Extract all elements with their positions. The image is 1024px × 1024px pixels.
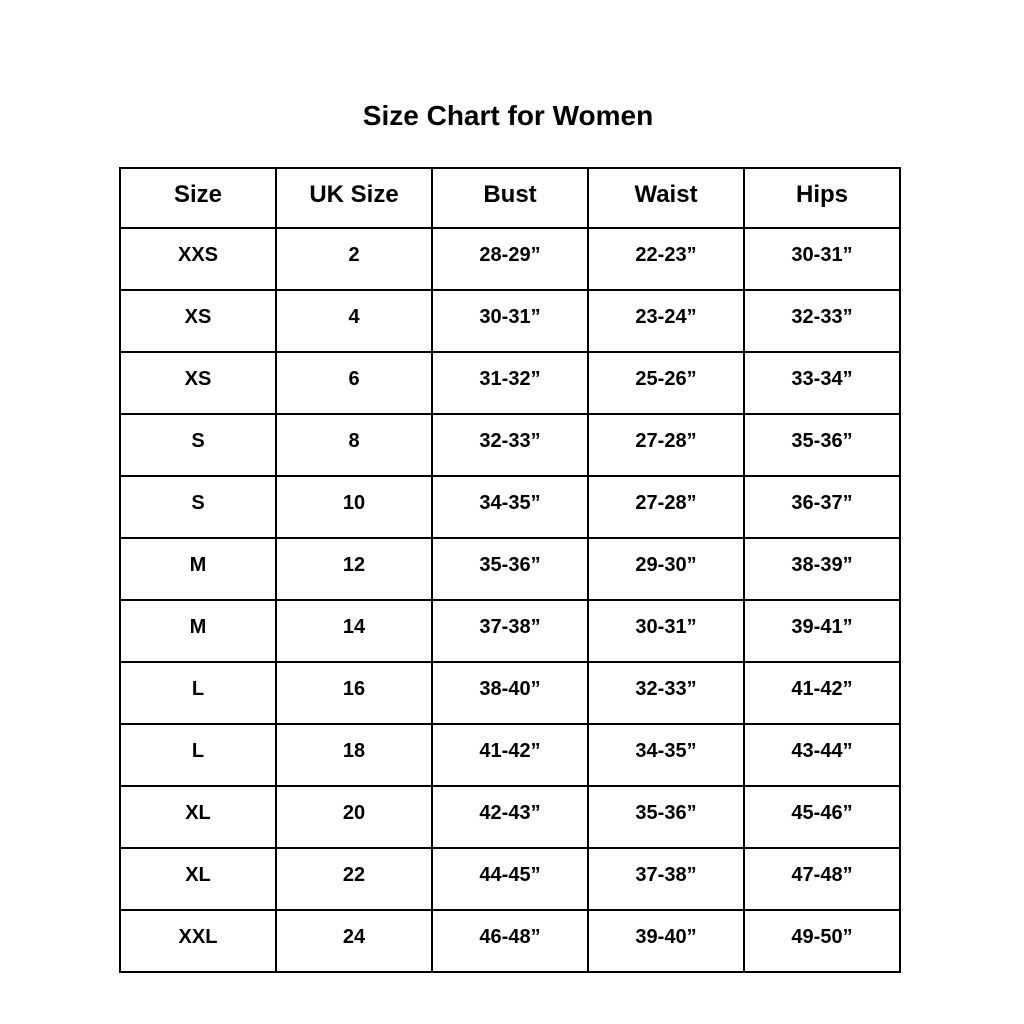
table-cell: 41-42” <box>431 723 589 787</box>
table-row: M 14 37-38” 30-31” 39-41” <box>119 599 901 663</box>
table-cell: XL <box>119 847 277 911</box>
table-cell: 8 <box>275 413 433 477</box>
table-cell: XS <box>119 351 277 415</box>
table-cell: 37-38” <box>431 599 589 663</box>
table-cell: 29-30” <box>587 537 745 601</box>
table-row: S 10 34-35” 27-28” 36-37” <box>119 475 901 539</box>
table-cell: 39-40” <box>587 909 745 973</box>
table-cell: 35-36” <box>743 413 901 477</box>
table-cell: 20 <box>275 785 433 849</box>
table-cell: XXL <box>119 909 277 973</box>
table-cell: L <box>119 661 277 725</box>
table-cell: 23-24” <box>587 289 745 353</box>
table-cell: 35-36” <box>587 785 745 849</box>
table-cell: 31-32” <box>431 351 589 415</box>
table-cell: 34-35” <box>587 723 745 787</box>
table-cell: L <box>119 723 277 787</box>
table-cell: 6 <box>275 351 433 415</box>
table-cell: 32-33” <box>743 289 901 353</box>
table-cell: S <box>119 413 277 477</box>
table-cell: 41-42” <box>743 661 901 725</box>
page-title: Size Chart for Women <box>362 100 654 131</box>
table-cell: 32-33” <box>431 413 589 477</box>
column-header: Hips <box>743 167 901 229</box>
table-row: XL 20 42-43” 35-36” 45-46” <box>119 785 901 849</box>
table-cell: 22-23” <box>587 227 745 291</box>
table-cell: 37-38” <box>587 847 745 911</box>
table-cell: 16 <box>275 661 433 725</box>
table-cell: 30-31” <box>587 599 745 663</box>
table-cell: M <box>119 537 277 601</box>
table-cell: 36-37” <box>743 475 901 539</box>
table-cell: 39-41” <box>743 599 901 663</box>
column-header: UK Size <box>275 167 433 229</box>
table-cell: 22 <box>275 847 433 911</box>
table-cell: 2 <box>275 227 433 291</box>
table-row: XXS 2 28-29” 22-23” 30-31” <box>119 227 901 291</box>
column-header: Size <box>119 167 277 229</box>
table-cell: 35-36” <box>431 537 589 601</box>
table-cell: 25-26” <box>587 351 745 415</box>
table-row: M 12 35-36” 29-30” 38-39” <box>119 537 901 601</box>
table-cell: M <box>119 599 277 663</box>
table-cell: 30-31” <box>743 227 901 291</box>
table-cell: 49-50” <box>743 909 901 973</box>
table-row: S 8 32-33” 27-28” 35-36” <box>119 413 901 477</box>
table-cell: 43-44” <box>743 723 901 787</box>
table-cell: XXS <box>119 227 277 291</box>
column-header: Waist <box>587 167 745 229</box>
table-body: XXS 2 28-29” 22-23” 30-31” XS 4 30-31” 23-24” 32-… <box>119 227 901 973</box>
table-cell: XL <box>119 785 277 849</box>
table-row: XXL 24 46-48” 39-40” 49-50” <box>119 909 901 973</box>
table-cell: 12 <box>275 537 433 601</box>
table-row: XS 4 30-31” 23-24” 32-33” <box>119 289 901 353</box>
table-row: L 18 41-42” 34-35” 43-44” <box>119 723 901 787</box>
table-cell: 44-45” <box>431 847 589 911</box>
table-cell: 28-29” <box>431 227 589 291</box>
table-cell: 38-40” <box>431 661 589 725</box>
table-cell: 24 <box>275 909 433 973</box>
table-cell: 33-34” <box>743 351 901 415</box>
column-header: Bust <box>431 167 589 229</box>
table-cell: 34-35” <box>431 475 589 539</box>
table-cell: 32-33” <box>587 661 745 725</box>
table-cell: 45-46” <box>743 785 901 849</box>
table-cell: 30-31” <box>431 289 589 353</box>
table-cell: 38-39” <box>743 537 901 601</box>
table-cell: 42-43” <box>431 785 589 849</box>
table-cell: S <box>119 475 277 539</box>
table-cell: 47-48” <box>743 847 901 911</box>
table-cell: 14 <box>275 599 433 663</box>
table-cell: 18 <box>275 723 433 787</box>
table-cell: 10 <box>275 475 433 539</box>
table-row: XL 22 44-45” 37-38” 47-48” <box>119 847 901 911</box>
table-cell: XS <box>119 289 277 353</box>
table-cell: 46-48” <box>431 909 589 973</box>
table-row: XS 6 31-32” 25-26” 33-34” <box>119 351 901 415</box>
size-chart-table: Size UK Size Bust Waist Hips XXS 2 28-29” 22-23… <box>119 167 901 973</box>
table-header-row: Size UK Size Bust Waist Hips <box>119 167 901 229</box>
table-cell: 4 <box>275 289 433 353</box>
table-row: L 16 38-40” 32-33” 41-42” <box>119 661 901 725</box>
table-cell: 27-28” <box>587 475 745 539</box>
table-cell: 27-28” <box>587 413 745 477</box>
